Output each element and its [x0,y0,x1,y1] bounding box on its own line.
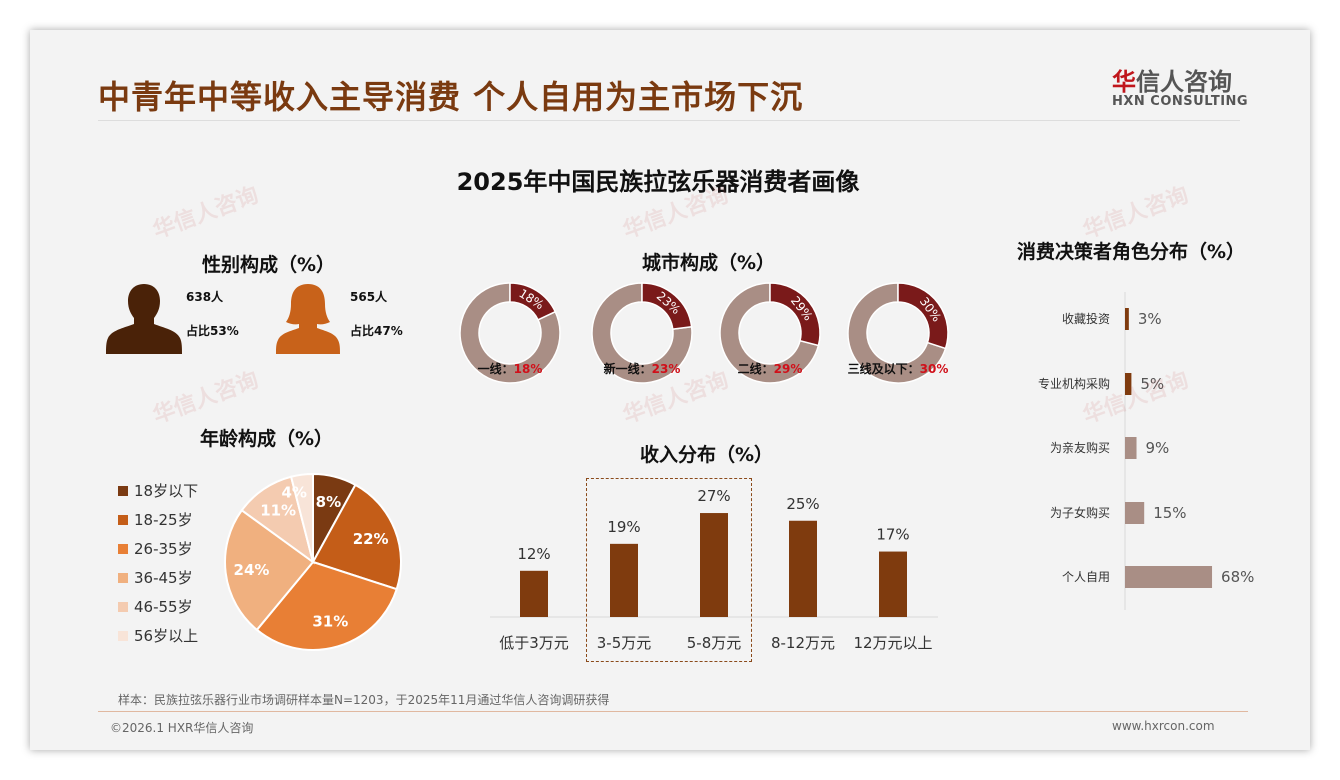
income-title: 收入分布（%） [640,444,774,466]
gender-title: 性别构成（%） [202,254,336,276]
legend-swatch [118,630,128,641]
copyright: ©2026.1 HXR华信人咨询 [110,721,254,735]
legend-label: 36-45岁 [134,569,193,587]
legend-label: 18岁以下 [134,482,199,500]
city-title: 城市构成（%） [642,252,776,274]
highlight-box [586,478,752,662]
female-icon [276,284,340,354]
legend-label: 56岁以上 [134,627,199,645]
age-legend: 18岁以下 18-25岁 26-35岁 36-45岁 46-55岁 56岁以上 [118,476,198,650]
legend-label: 26-35岁 [134,540,193,558]
legend-item: 56岁以上 [118,621,198,650]
divider [98,120,1240,121]
footer-url: www.hxrcon.com [1112,719,1215,733]
age-title: 年龄构成（%） [200,428,334,450]
female-share: 占比47% [350,324,403,338]
legend-swatch [118,572,128,583]
main-title: 2025年中国民族拉弦乐器消费者画像 [456,168,860,196]
legend-swatch [118,514,128,525]
legend-item: 18-25岁 [118,505,198,534]
logo: 华信人咨询 [1112,68,1232,96]
male-share: 占比53% [186,324,239,338]
legend-item: 46-55岁 [118,592,198,621]
legend-label: 46-55岁 [134,598,193,616]
logo-en: HXN CONSULTING [1112,94,1249,109]
footer-divider [98,711,1248,712]
female-count: 565人 [350,290,388,304]
legend-item: 18岁以下 [118,476,198,505]
legend-swatch [118,601,128,612]
legend-swatch [118,543,128,554]
role-title: 消费决策者角色分布（%） [1017,241,1246,263]
legend-label: 18-25岁 [134,511,193,529]
legend-swatch [118,485,128,496]
male-count: 638人 [186,290,224,304]
legend-item: 36-45岁 [118,563,198,592]
male-icon [106,284,182,354]
legend-item: 26-35岁 [118,534,198,563]
page-title: 中青年中等收入主导消费 个人自用为主市场下沉 [98,78,804,116]
sample-note: 样本：民族拉弦乐器行业市场调研样本量N=1203，于2025年11月通过华信人咨… [118,693,610,707]
